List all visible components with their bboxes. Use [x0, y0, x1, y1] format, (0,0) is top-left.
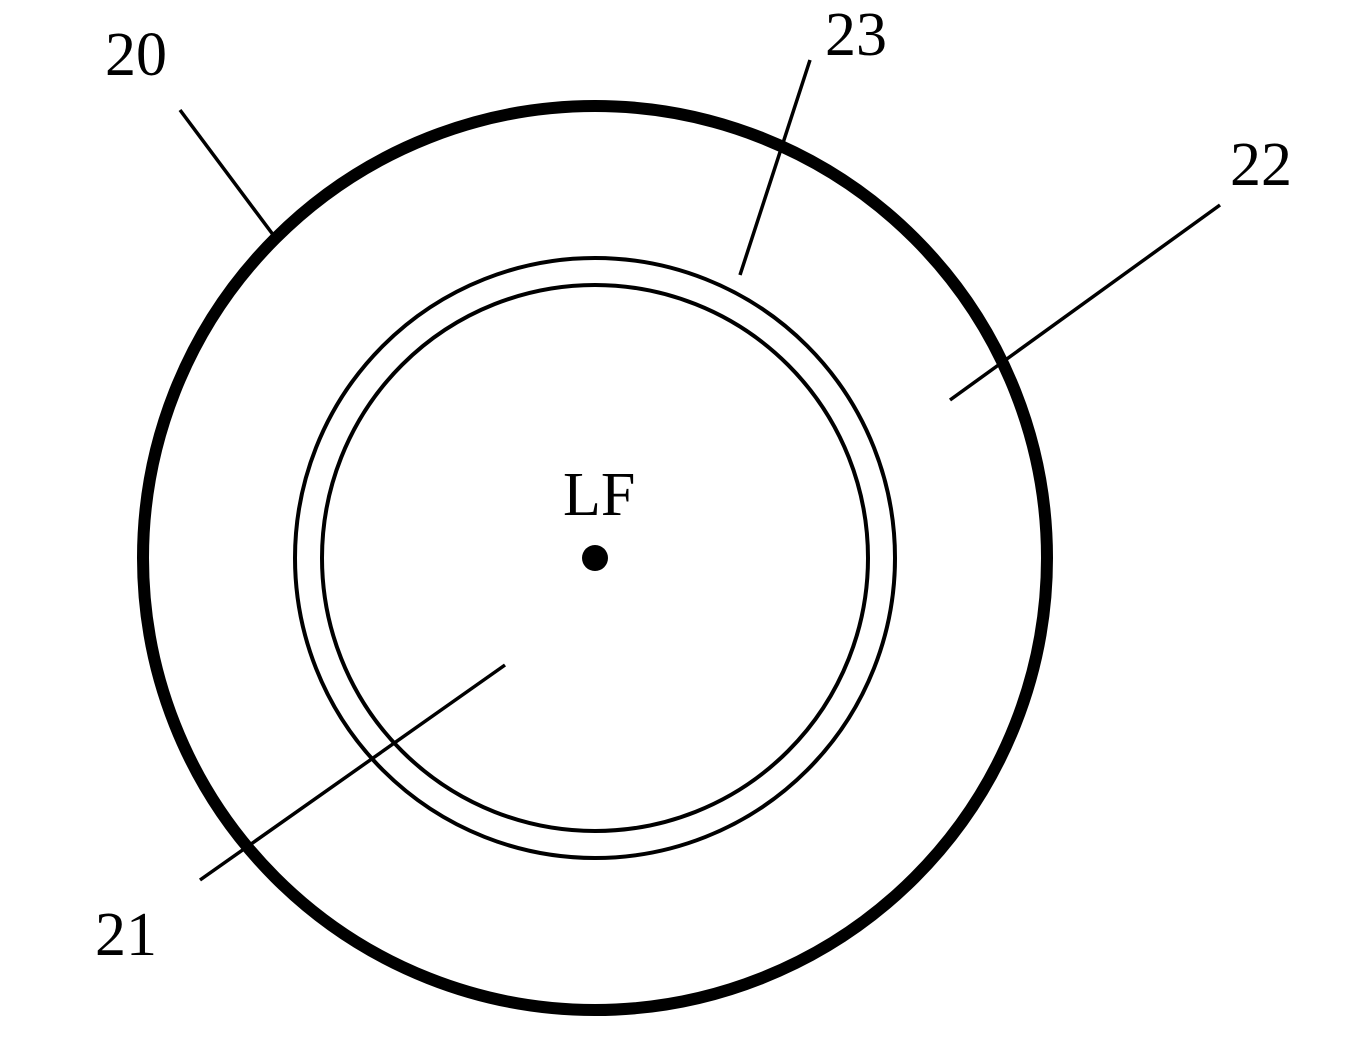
annotation-label-21: 21: [95, 900, 157, 971]
leader-line-21: [200, 665, 505, 880]
center-label: LF: [563, 460, 635, 531]
annotation-label-20: 20: [105, 20, 167, 91]
diagram-svg: [0, 0, 1349, 1045]
center-dot: [582, 545, 608, 571]
diagram-container: LF 20 21 22 23: [0, 0, 1349, 1045]
leader-line-22: [950, 205, 1220, 400]
annotation-label-22: 22: [1230, 130, 1292, 201]
leader-line-23: [740, 60, 810, 275]
annotation-label-23: 23: [825, 0, 887, 71]
leader-line-20: [180, 110, 277, 240]
